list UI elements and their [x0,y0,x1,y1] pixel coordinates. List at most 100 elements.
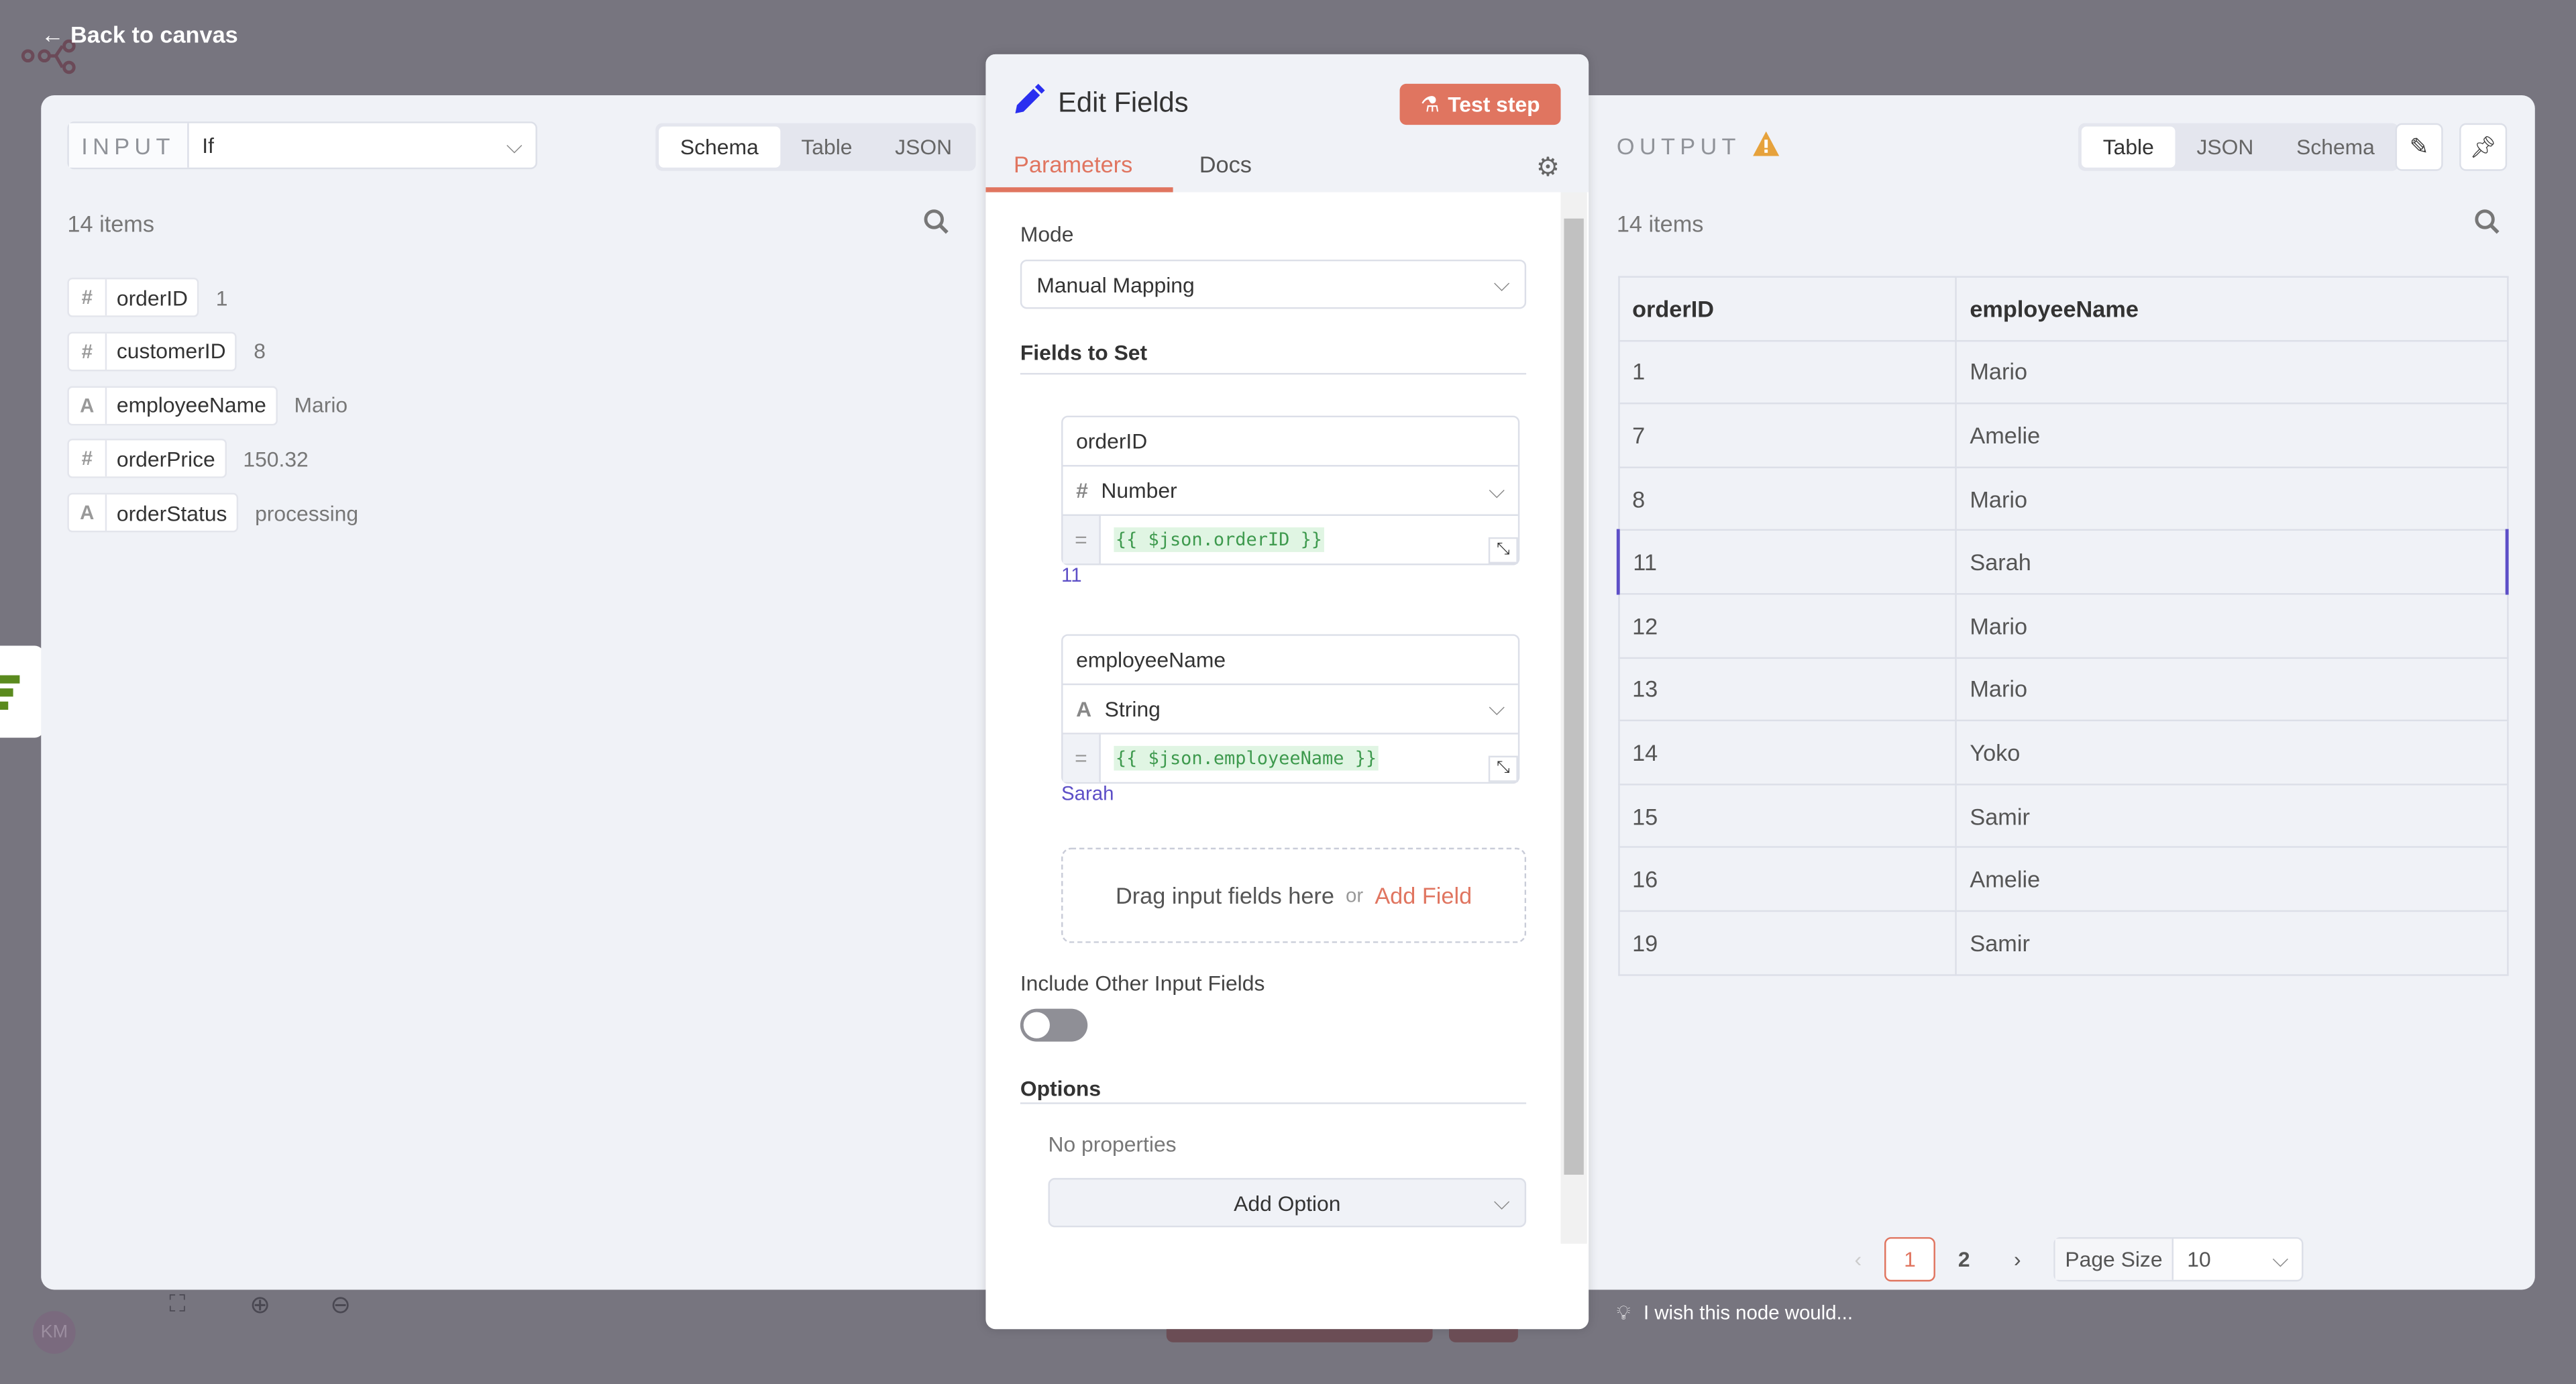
cell-orderID: 15 [1617,783,1957,849]
expand-icon[interactable]: ⤡ [1488,537,1518,564]
schema-field[interactable]: # customerID 8 [67,331,266,371]
pin-data-button[interactable]: 📌︎ [2459,123,2508,171]
column-header: employeeName [1955,276,2508,341]
field-assignment: orderID # Number ⌵ ={{ $json.orderID }} ⤡ [1061,415,1520,566]
field-name-input[interactable]: orderID [1063,417,1518,467]
schema-field[interactable]: # orderID 1 [67,277,227,317]
number-type-icon: # [69,333,107,370]
cell-employeeName: Samir [1955,910,2508,975]
field-type-select[interactable]: A String ⌵ [1063,684,1518,734]
expression-result: Sarah [1061,781,1114,804]
mode-select[interactable]: Manual Mapping ⌵ [1020,259,1527,309]
page-2-button[interactable]: 2 [1957,1246,1970,1272]
cell-orderID: 13 [1617,656,1957,722]
tab-docs[interactable]: Docs [1199,151,1252,178]
add-field-link[interactable]: Add Field [1375,882,1472,909]
fit-view-icon[interactable]: ⛶ [169,1289,186,1316]
input-node-select[interactable]: INPUT If ⌵ [67,121,537,170]
cell-employeeName: Mario [1955,466,2508,531]
add-option-select[interactable]: Add Option ⌵ [1048,1177,1527,1228]
divider [1020,372,1527,375]
cell-orderID: 8 [1617,466,1957,531]
scrollbar[interactable] [1560,192,1587,1244]
include-fields-toggle[interactable] [1020,1008,1088,1042]
cell-employeeName: Amelie [1955,403,2508,468]
tab-schema[interactable]: Schema [659,126,780,168]
cell-orderID: 16 [1617,847,1957,912]
schema-field[interactable]: # orderPrice 150.32 [67,439,309,479]
table-row[interactable]: 7 Amelie [1617,403,2508,468]
page-size-select[interactable]: Page Size 10 ⌵ [2053,1237,2304,1282]
tab-json[interactable]: JSON [2196,134,2254,160]
table-row[interactable]: 15 Samir [1617,783,2508,849]
include-fields-label: Include Other Input Fields [1020,971,1265,996]
cell-orderID: 19 [1617,910,1957,975]
field-value-input[interactable]: ={{ $json.employeeName }} ⤡ [1063,733,1518,782]
chevron-down-icon: ⌵ [1489,477,1505,502]
input-label: INPUT [68,123,189,168]
drop-fields-area[interactable]: Drag input fields here or Add Field [1061,847,1527,943]
tab-parameters[interactable]: Parameters [1014,151,1133,178]
warning-icon [1753,131,1780,164]
tab-table[interactable]: Table [801,134,853,160]
zoom-out-icon[interactable]: ⊖ [330,1291,352,1320]
table-row[interactable]: 11 Sarah [1616,529,2509,595]
type-icon: # [1076,478,1088,503]
type-icon: A [1076,696,1092,721]
tab-json[interactable]: JSON [895,134,953,160]
edit-output-button[interactable]: ✎ [2395,123,2443,171]
field-name-input[interactable]: employeeName [1063,635,1518,685]
field-type-select[interactable]: # Number ⌵ [1063,467,1518,516]
gear-icon[interactable]: ⚙ [1536,154,1560,182]
output-label: OUTPUT [1616,133,1741,160]
expand-icon[interactable]: ⤡ [1488,755,1518,782]
cell-orderID: 12 [1617,593,1957,658]
back-to-canvas-link[interactable]: ← Back to canvas [41,21,238,48]
search-icon[interactable] [923,209,949,243]
string-type-icon: A [69,386,107,423]
zoom-in-icon[interactable]: ⊕ [250,1291,271,1320]
expression-result: 11 [1061,564,1082,587]
tab-schema[interactable]: Schema [2296,134,2375,160]
cell-orderID: 7 [1617,403,1957,468]
lightbulb-icon: 💡︎ [1616,1301,1631,1324]
feedback-link[interactable]: 💡︎ I wish this node would... [1617,1301,1853,1326]
tab-table[interactable]: Table [2081,126,2176,168]
prev-page-button[interactable]: ‹ [1854,1246,1862,1272]
fields-to-set-label: Fields to Set [1020,339,1148,365]
cell-employeeName: Mario [1955,339,2508,405]
table-row[interactable]: 12 Mario [1617,593,2508,658]
search-icon[interactable] [2474,209,2500,243]
n8n-logo [19,39,85,84]
next-page-button[interactable]: › [2014,1246,2021,1272]
table-row[interactable]: 13 Mario [1617,656,2508,722]
avatar[interactable]: KM [32,1311,76,1354]
input-view-tabs: Schema Table JSON [655,123,977,171]
table-row[interactable]: 1 Mario [1617,339,2508,405]
chevron-down-icon: ⌵ [1493,271,1510,296]
page-1-button[interactable]: 1 [1884,1237,1935,1282]
field-assignment: employeeName A String ⌵ ={{ $json.employee… [1061,633,1520,783]
field-value-input[interactable]: ={{ $json.orderID }} ⤡ [1063,515,1518,564]
number-type-icon: # [69,441,107,478]
active-tab-indicator [985,187,1173,193]
chevron-down-icon: ⌵ [506,132,523,157]
table-row[interactable]: 19 Samir [1617,910,2508,975]
chevron-down-icon: ⌵ [2272,1246,2289,1271]
test-step-button[interactable]: ⚗ Test step [1399,83,1561,125]
node-handle[interactable] [0,645,45,738]
expression-icon: = [1063,515,1101,564]
table-row[interactable]: 16 Amelie [1617,847,2508,912]
arrow-left-icon: ← [41,21,64,48]
options-label: Options [1020,1076,1102,1101]
table-row[interactable]: 14 Yoko [1617,720,2508,785]
cell-orderID: 1 [1617,339,1957,405]
cell-employeeName: Yoko [1955,720,2508,785]
no-properties-text: No properties [1048,1132,1177,1157]
table-row[interactable]: 8 Mario [1617,466,2508,531]
cell-orderID: 11 [1616,529,1957,595]
string-type-icon: A [69,494,107,531]
cell-employeeName: Mario [1955,656,2508,722]
